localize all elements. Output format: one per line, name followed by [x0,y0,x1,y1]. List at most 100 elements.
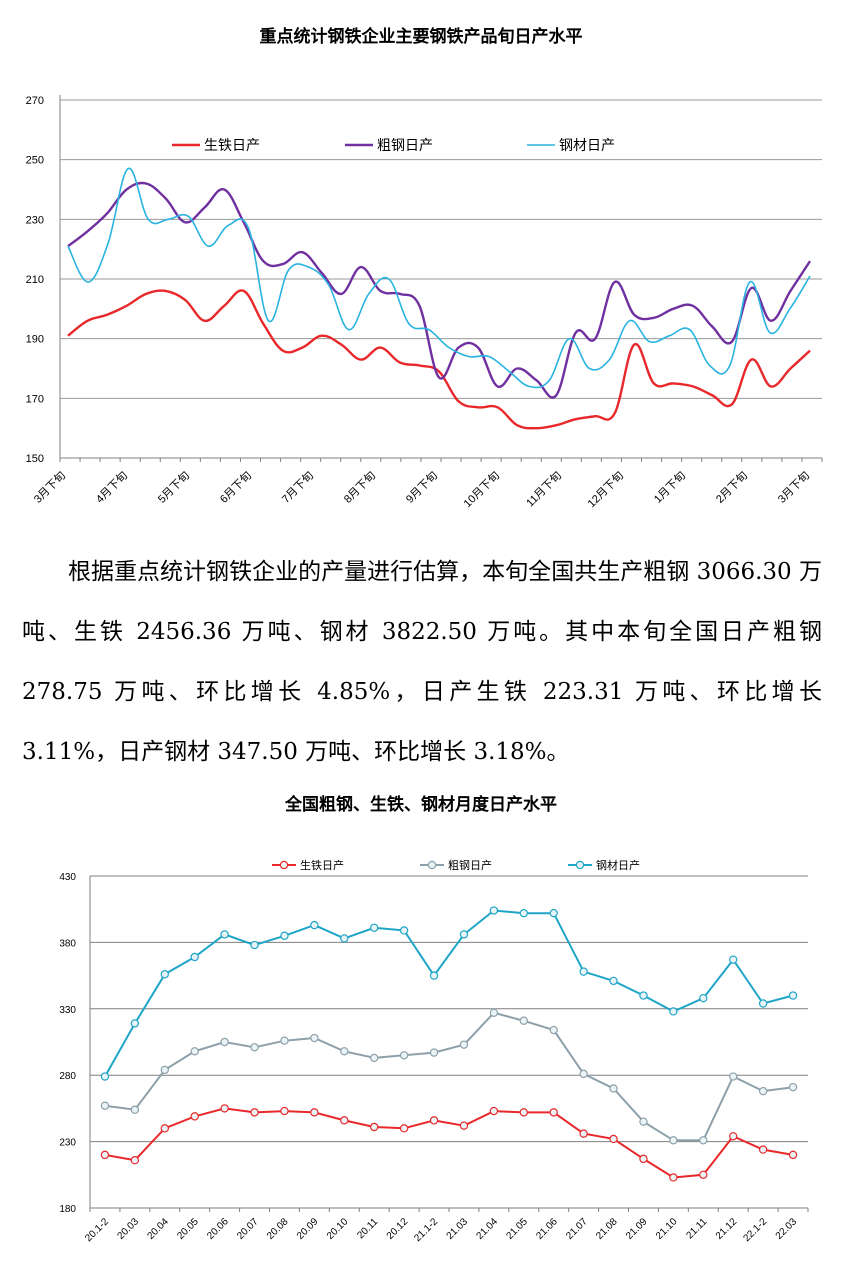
data-point-粗钢日产 [669,1136,678,1145]
y-tick-label: 250 [26,155,44,167]
data-point-钢材日产 [699,993,708,1003]
x-tick-label: 20.1-2 [83,1216,111,1244]
x-tick-label: 11月下旬 [524,469,565,510]
x-tick-label: 21.08 [594,1216,620,1242]
data-point-钢材日产 [758,999,768,1008]
legend-label: 粗钢日产 [448,858,492,872]
legend-label: 生铁日产 [300,858,344,872]
x-tick-label: 8月下旬 [341,469,378,506]
y-tick-label: 270 [26,95,44,107]
y-tick-label: 180 [59,1204,76,1215]
data-point-钢材日产 [549,908,558,918]
data-point-粗钢日产 [758,1086,768,1096]
data-point-生铁日产 [699,1170,708,1179]
chart2-title: 全国粗钢、生铁、钢材月度日产水平 [285,795,557,815]
x-tick-label: 20.05 [175,1216,201,1242]
data-point-钢材日产 [609,976,618,986]
data-point-钢材日产 [579,967,588,976]
x-tick-label: 3月下旬 [775,469,812,506]
data-point-生铁日产 [429,1116,439,1125]
data-point-粗钢日产 [489,1008,499,1017]
data-point-粗钢日产 [160,1065,169,1075]
data-point-钢材日产 [788,991,798,1000]
data-point-粗钢日产 [579,1069,588,1079]
legend-marker [427,860,437,870]
data-point-钢材日产 [370,923,379,932]
data-point-钢材日产 [639,991,648,1000]
y-tick-label: 380 [59,938,76,949]
x-tick-label: 6月下旬 [217,469,254,506]
data-point-钢材日产 [669,1007,678,1016]
data-point-生铁日产 [220,1104,229,1113]
x-tick-label: 20.07 [235,1216,261,1242]
chart1-title: 重点统计钢铁企业主要钢铁产品旬日产水平 [259,27,583,47]
data-point-生铁日产 [459,1121,469,1130]
x-tick-label: 21.03 [445,1216,471,1242]
data-point-钢材日产 [429,971,439,980]
data-point-生铁日产 [399,1124,409,1133]
data-point-钢材日产 [160,970,169,979]
x-tick-label: 21.05 [504,1216,530,1242]
data-point-粗钢日产 [130,1105,140,1114]
x-tick-label: 21.10 [654,1216,680,1242]
data-point-粗钢日产 [399,1051,409,1060]
data-point-生铁日产 [190,1112,199,1121]
x-tick-label: 20.08 [265,1216,291,1242]
data-point-粗钢日产 [310,1033,319,1043]
data-point-钢材日产 [280,931,289,940]
legend-marker [279,860,289,870]
y-tick-label: 430 [59,872,76,883]
data-point-生铁日产 [669,1173,678,1182]
x-tick-label: 20.03 [116,1216,142,1242]
x-tick-label: 21.09 [624,1216,650,1242]
data-point-生铁日产 [100,1150,110,1160]
data-point-粗钢日产 [429,1048,439,1057]
data-point-粗钢日产 [190,1047,199,1056]
data-point-生铁日产 [340,1116,349,1125]
data-point-钢材日产 [220,930,229,939]
x-tick-label: 20.06 [205,1216,231,1242]
data-point-粗钢日产 [609,1084,618,1093]
data-point-粗钢日产 [220,1037,229,1047]
legend-label: 钢材日产 [559,138,615,154]
x-tick-label: 2月下旬 [713,469,750,506]
data-point-生铁日产 [370,1122,379,1132]
data-point-生铁日产 [758,1145,768,1154]
data-point-钢材日产 [340,934,349,943]
series-line-生铁日产 [67,289,811,430]
legend-label: 钢材日产 [596,858,640,872]
x-tick-label: 21.07 [564,1216,590,1242]
summary-paragraph: 根据重点统计钢铁企业的产量进行估算，本旬全国共生产粗钢 3066.30 万吨、生… [22,559,822,765]
y-tick-label: 280 [59,1071,76,1082]
data-point-钢材日产 [399,926,409,935]
data-point-粗钢日产 [519,1016,528,1025]
x-tick-label: 21.11 [684,1216,709,1241]
x-tick-label: 22.1-2 [741,1216,769,1244]
data-point-生铁日产 [160,1124,169,1133]
x-tick-label: 12月下旬 [585,469,626,510]
y-tick-label: 230 [26,214,44,226]
legend-label: 粗钢日产 [377,138,433,154]
data-point-生铁日产 [639,1154,648,1164]
series-line-生铁日产 [104,1107,794,1179]
x-tick-label: 7月下旬 [279,469,316,506]
data-point-生铁日产 [579,1129,588,1138]
data-point-生铁日产 [130,1155,140,1165]
data-point-粗钢日产 [250,1043,259,1052]
data-point-粗钢日产 [459,1040,469,1049]
y-tick-label: 230 [59,1138,76,1149]
x-tick-label: 20.12 [385,1216,411,1242]
data-point-生铁日产 [250,1108,259,1117]
data-point-粗钢日产 [699,1136,708,1145]
data-point-钢材日产 [519,908,528,918]
y-tick-label: 210 [26,274,44,286]
data-point-粗钢日产 [280,1036,289,1045]
series-line-钢材日产 [104,909,794,1077]
series-line-钢材日产 [67,167,811,389]
x-tick-label: 20.10 [325,1216,351,1242]
x-tick-label: 20.11 [355,1216,380,1241]
x-tick-label: 22.03 [774,1216,800,1242]
x-tick-label: 21.1-2 [412,1216,440,1244]
data-point-生铁日产 [729,1132,738,1141]
